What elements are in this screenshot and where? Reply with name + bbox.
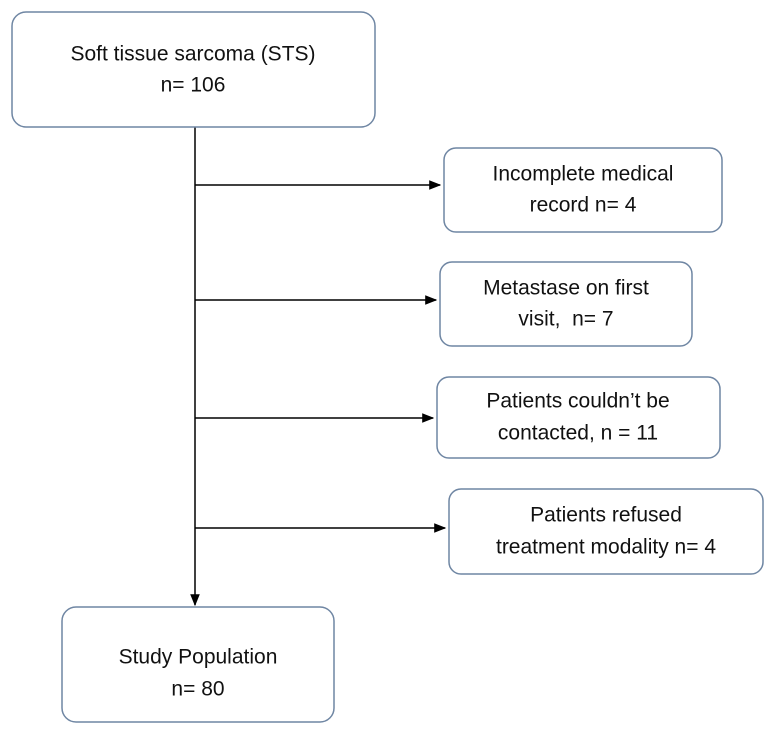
node-text: Soft tissue sarcoma (STS) [70,43,315,66]
node-box [439,261,693,347]
node-box [61,606,335,723]
node-text: n= 106 [161,74,226,97]
node-text: treatment modality n= 4 [496,536,716,559]
node-text: Incomplete medical [493,163,674,186]
node-text: record n= 4 [530,194,637,217]
node-text: Patients refused [530,504,682,527]
node-text: n= 80 [171,678,224,701]
node-text: Patients couldn’t be [486,390,669,413]
node-box [436,376,721,459]
node-box [11,11,376,128]
node-text: Metastase on first [483,277,649,300]
node-text: Study Population [119,646,278,669]
node-text: visit, n= 7 [518,308,613,331]
node-box [443,147,723,233]
node-text: contacted, n = 11 [498,422,658,445]
node-box [448,488,764,575]
